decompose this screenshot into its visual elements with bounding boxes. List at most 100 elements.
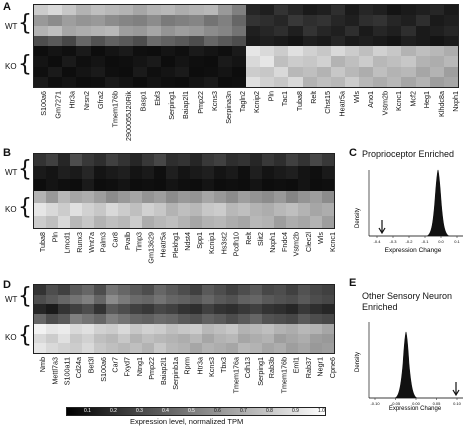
heatmap-cell — [48, 46, 63, 57]
heatmap-cell — [330, 56, 345, 67]
heatmap-cell — [62, 35, 77, 46]
heatmap-cell — [106, 203, 118, 216]
heatmap-cell — [142, 178, 154, 191]
panel-c-density-curve — [369, 169, 463, 237]
heatmap-cell — [322, 304, 334, 315]
heatmap-cell — [118, 76, 133, 87]
heatmap-cell — [34, 25, 49, 36]
heatmap-cell — [226, 304, 238, 315]
heatmap-cell — [70, 190, 82, 204]
heatmap-cell — [190, 190, 202, 204]
heatmap-cell — [203, 66, 218, 77]
heatmap-cell — [94, 285, 106, 295]
heatmap-cell — [118, 46, 133, 57]
gene-label: Plekhg1 — [170, 232, 180, 258]
gene-label: Nrsn2 — [81, 91, 91, 111]
heatmap-cell — [310, 343, 322, 353]
heatmap-cell — [178, 333, 190, 344]
heatmap-cell — [175, 66, 190, 77]
heatmap-cell — [106, 178, 118, 191]
heatmap-cell — [118, 66, 133, 77]
heatmap-cell — [130, 304, 142, 315]
heatmap-cell — [330, 25, 345, 36]
heatmap-cell — [82, 178, 94, 191]
heatmap-cell — [238, 178, 250, 191]
gene-label: Tmem176a — [231, 357, 241, 394]
gene-label: Tmem176b — [110, 91, 120, 128]
heatmap-cell — [316, 5, 331, 16]
heatmap-cell — [118, 154, 130, 167]
heatmap-cell — [226, 154, 238, 167]
heatmap-cell — [104, 76, 119, 87]
heatmap-cell — [302, 66, 317, 77]
heatmap-cell — [202, 314, 214, 324]
heatmap-cell — [70, 154, 82, 167]
heatmap-cell — [90, 35, 105, 46]
heatmap-cell — [202, 323, 214, 334]
heatmap-cell — [154, 294, 166, 305]
gene-label: Clec2l — [303, 232, 313, 252]
panel-e-title-line2: Enriched — [362, 302, 398, 312]
heatmap-cell — [262, 154, 274, 167]
heatmap-cell — [178, 154, 190, 167]
heatmap-cell — [298, 166, 310, 179]
heatmap-cell — [443, 35, 458, 46]
gene-label: Serpina3n — [223, 91, 233, 124]
heatmap-cell — [90, 15, 105, 26]
gene-label: Htr3a — [67, 91, 77, 109]
heatmap-cell — [274, 15, 289, 26]
heatmap-cell — [166, 323, 178, 334]
heatmap-cell — [58, 203, 70, 216]
heatmap-cell — [322, 215, 334, 228]
heatmap-cell — [262, 294, 274, 305]
colorbar-tick-label: 0.4 — [162, 408, 169, 414]
heatmap-cell — [274, 314, 286, 324]
heatmap-cell — [387, 25, 402, 36]
heatmap-cell — [154, 343, 166, 353]
heatmap-cell — [217, 76, 232, 87]
heatmap-cell — [130, 294, 142, 305]
heatmap-cell — [58, 294, 70, 305]
colorbar-tick-label: 0.8 — [266, 408, 273, 414]
heatmap-cell — [82, 203, 94, 216]
heatmap-cell — [154, 285, 166, 295]
heatmap-cell — [359, 5, 374, 16]
axis-tick-label: -0.05 — [391, 401, 401, 406]
heatmap-cell — [286, 154, 298, 167]
heatmap-cell — [46, 215, 58, 228]
heatmap-cell — [154, 190, 166, 204]
heatmap-cell — [189, 35, 204, 46]
heatmap-cell — [118, 314, 130, 324]
heatmap-cell — [34, 285, 46, 295]
heatmap-cell — [286, 343, 298, 353]
gene-label: Vstm2b — [379, 91, 389, 116]
panel-e-ylabel: Density — [355, 352, 361, 372]
heatmap-cell — [260, 15, 275, 26]
heatmap-cell — [344, 66, 360, 77]
panel-c-ylabel: Density — [355, 208, 361, 228]
heatmap-cell — [344, 5, 360, 16]
heatmap-cell — [429, 25, 444, 36]
heatmap-cell — [238, 190, 250, 204]
heatmap-cell — [214, 314, 226, 324]
heatmap-cell — [274, 203, 286, 216]
heatmap-cell — [429, 56, 444, 67]
heatmap-cell — [359, 76, 374, 87]
heatmap-cell — [190, 215, 202, 228]
heatmap-cell — [203, 25, 218, 36]
heatmap-cell — [76, 56, 91, 67]
heatmap-cell — [190, 178, 202, 191]
heatmap-cell — [175, 5, 190, 16]
heatmap-cell — [359, 35, 374, 46]
heatmap-cell — [298, 215, 310, 228]
heatmap-cell — [238, 215, 250, 228]
gene-label: Eml1 — [291, 357, 301, 374]
heatmap-cell — [274, 154, 286, 167]
heatmap-cell — [330, 35, 345, 46]
heatmap-cell — [250, 333, 262, 344]
heatmap-cell — [175, 15, 190, 26]
heatmap-cell — [387, 46, 402, 57]
heatmap-cell — [76, 5, 91, 16]
heatmap-cell — [214, 294, 226, 305]
heatmap-cell — [70, 323, 82, 334]
